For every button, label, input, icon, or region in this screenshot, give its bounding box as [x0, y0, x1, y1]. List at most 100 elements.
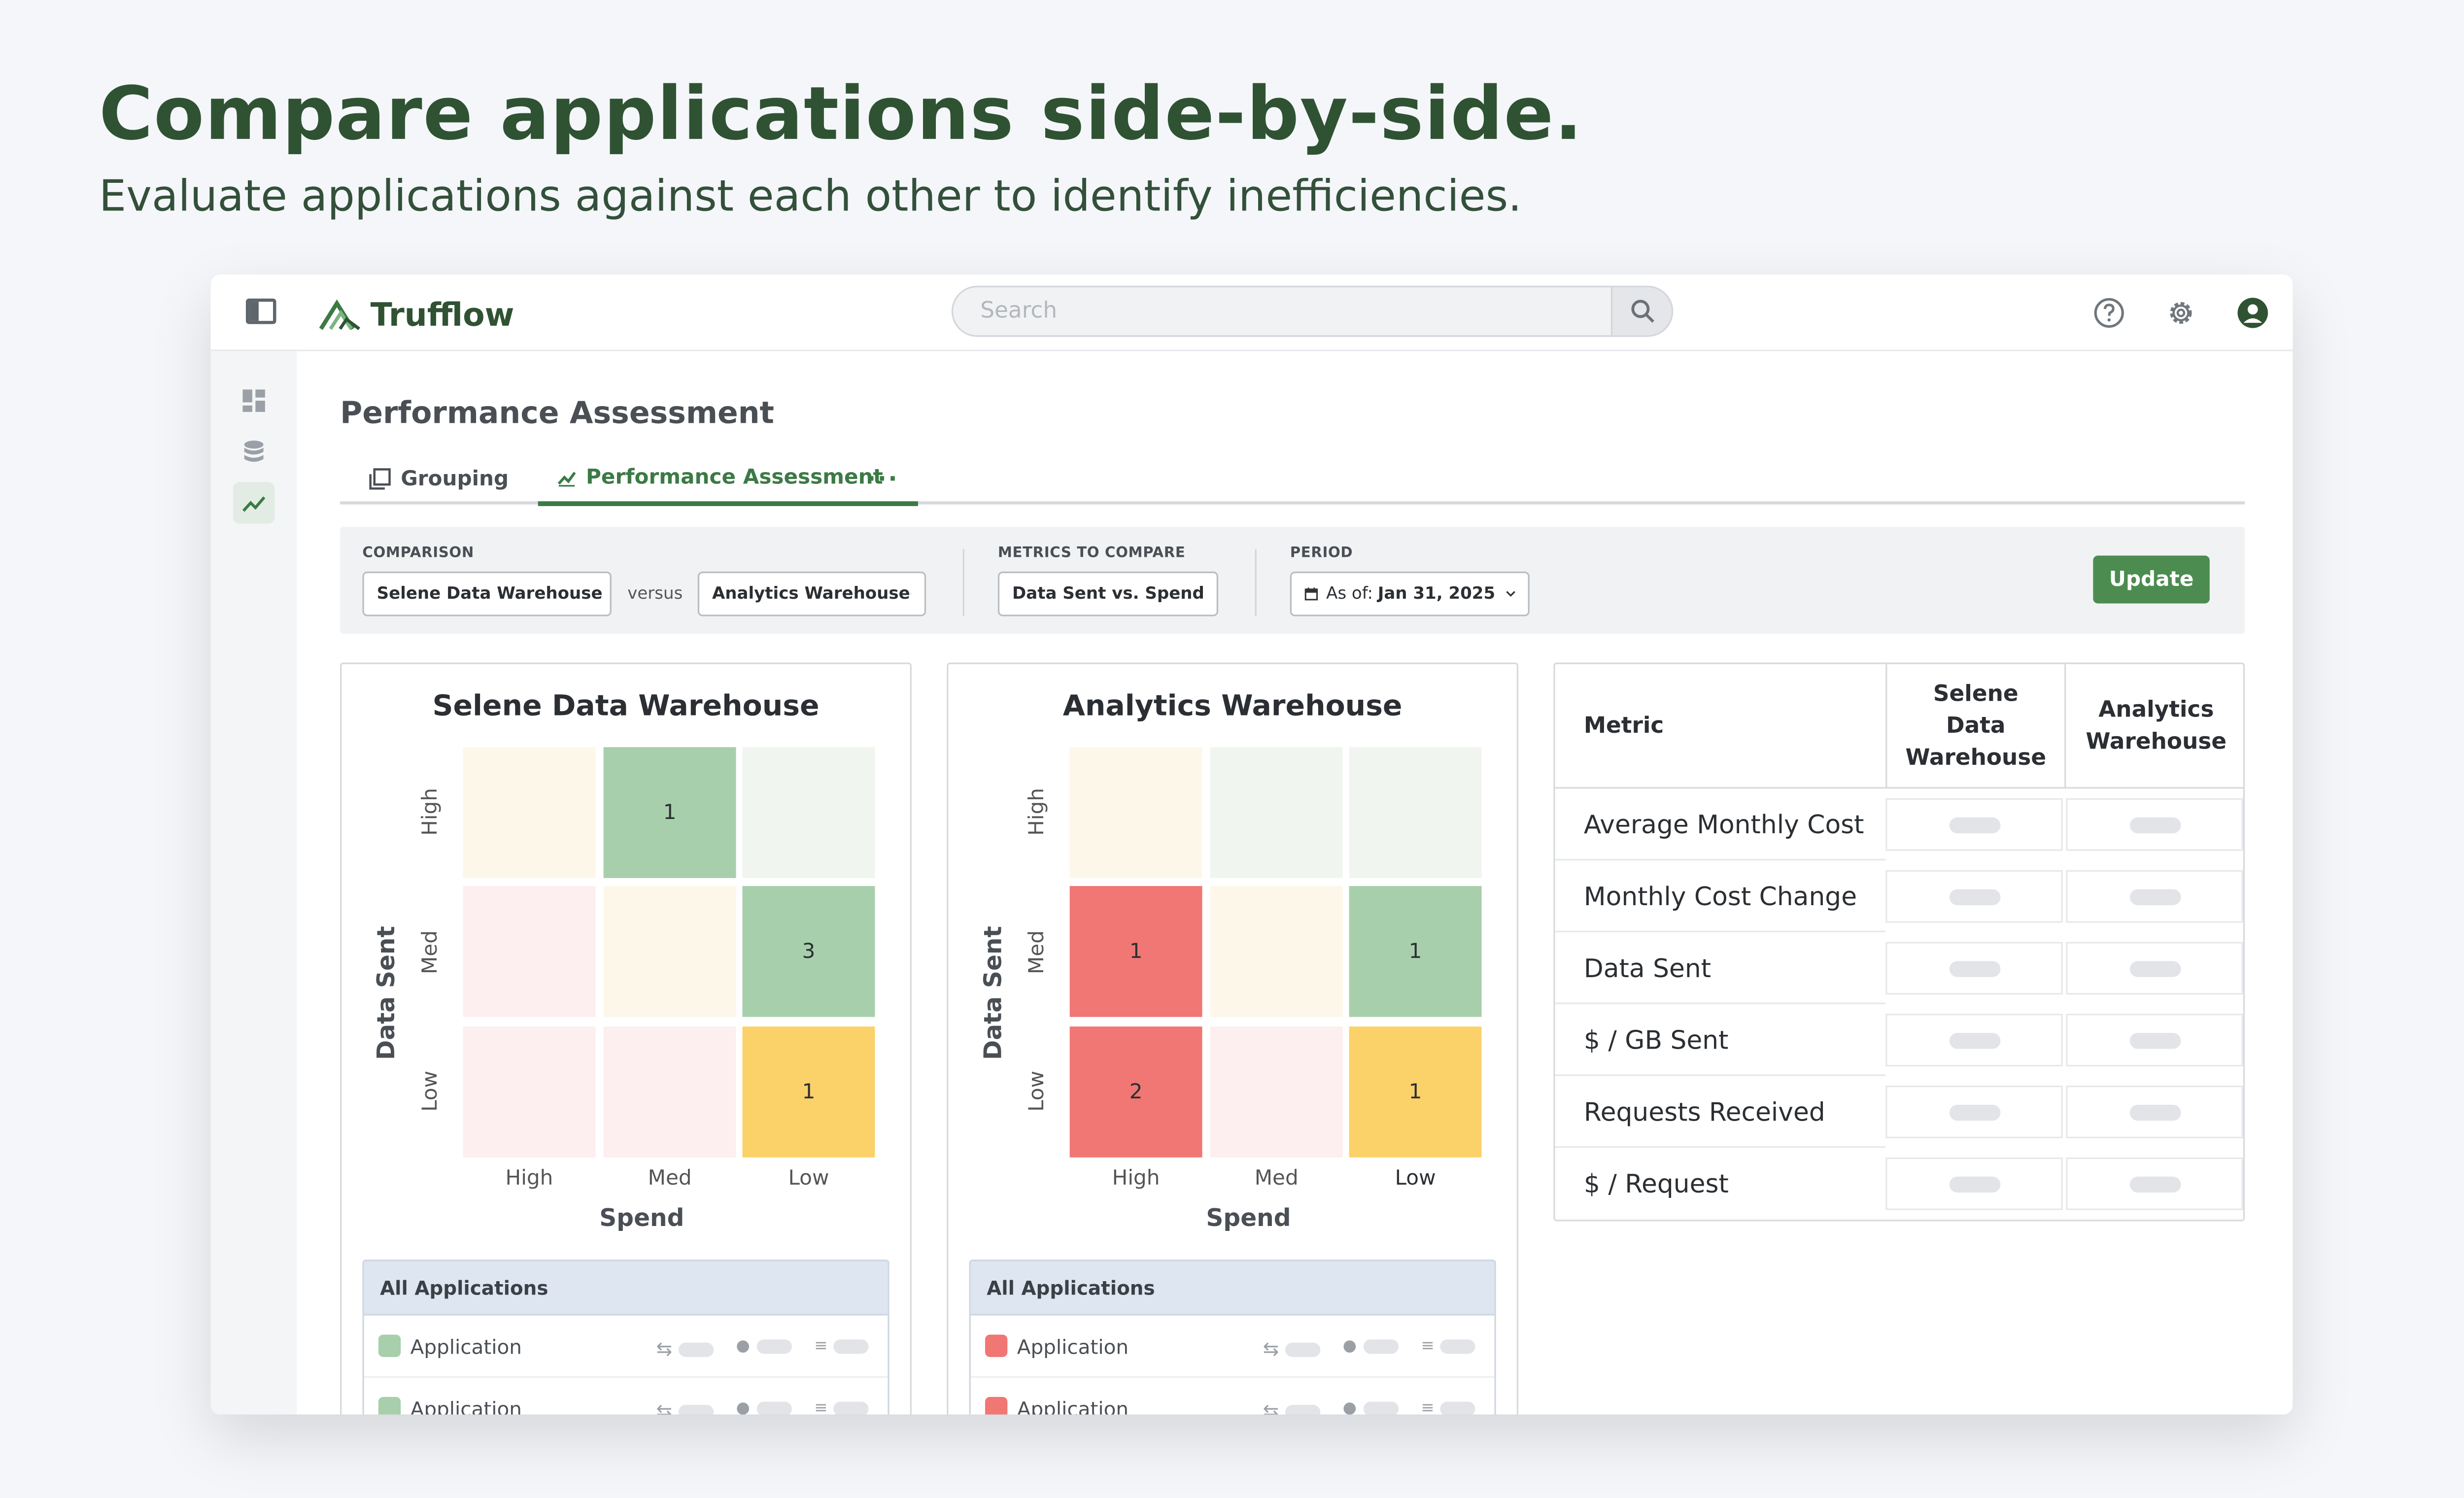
period-prefix: As of: — [1326, 584, 1373, 604]
divider — [1255, 549, 1257, 616]
y-axis-label: Data Sent — [978, 926, 1008, 1060]
x-tick-label: Med — [1254, 1167, 1299, 1191]
metric-value-cell — [2066, 798, 2243, 851]
placeholder-pill — [2129, 817, 2180, 833]
divider — [962, 549, 964, 616]
money-bag-icon: ● — [736, 1337, 750, 1356]
application-name: Application — [410, 1333, 522, 1358]
nav-dashboard[interactable] — [233, 380, 274, 421]
placeholder-pill — [1285, 1404, 1321, 1415]
settings-button[interactable] — [2162, 294, 2200, 332]
transfer-stat: ⇆ — [1263, 1338, 1321, 1360]
matrix-cell[interactable] — [1210, 886, 1343, 1017]
y-axis-label: Data Sent — [372, 926, 401, 1060]
applications-header: All Applications — [970, 1261, 1495, 1316]
matrix-cell[interactable]: 3 — [742, 886, 875, 1017]
versus-label: versus — [627, 584, 683, 604]
placeholder-pill — [1949, 1104, 2000, 1120]
application-row[interactable]: Application ⇆ ● ≡ — [364, 1316, 888, 1378]
main-content: Performance Assessment Grouping Performa… — [297, 351, 2293, 1415]
placeholder-pill — [2129, 1104, 2180, 1120]
x-axis-label: Spend — [599, 1203, 684, 1233]
x-tick-label: Med — [648, 1167, 692, 1191]
placeholder-pill — [1949, 960, 2000, 977]
matrix-cell[interactable] — [1210, 747, 1343, 878]
filter-bar: COMPARISON Selene Data Warehouse versus … — [340, 527, 2245, 634]
help-button[interactable] — [2090, 294, 2128, 332]
application-row[interactable]: Application ⇆ ● ≡ — [971, 1378, 1495, 1415]
tab-performance-assessment[interactable]: Performance Assessment ··· — [538, 453, 918, 507]
trend-icon — [242, 496, 266, 512]
analytics-column-header: Analytics Warehouse — [2064, 664, 2243, 789]
money-bag-icon: ● — [1342, 1337, 1357, 1356]
placeholder-pill — [1949, 888, 2000, 905]
comparison-a-select[interactable]: Selene Data Warehouse — [362, 571, 612, 616]
matrix-cell[interactable] — [1349, 747, 1482, 878]
placeholder-pill — [756, 1339, 792, 1354]
search-box — [951, 285, 1674, 337]
matrix-cell[interactable] — [742, 747, 875, 878]
logo[interactable]: Trufflow — [319, 295, 514, 334]
placeholder-pill — [2129, 1176, 2180, 1192]
matrix-cell[interactable]: 1 — [603, 747, 736, 878]
comparison-b-select[interactable]: Analytics Warehouse — [697, 571, 926, 616]
matrix-cell[interactable] — [463, 747, 596, 878]
application-row[interactable]: Application ⇆ ● ≡ — [364, 1378, 888, 1415]
placeholder-pill — [1363, 1339, 1399, 1354]
metric-value-cell — [2066, 1014, 2243, 1067]
matrix-cell[interactable] — [463, 1026, 596, 1158]
matrix-cell[interactable] — [603, 886, 736, 1017]
nav-database[interactable] — [233, 431, 274, 473]
database-icon — [244, 441, 264, 462]
metric-value-cell — [1885, 798, 2063, 851]
matrix-card-analytics: Analytics Warehouse Data Sent High Med L… — [947, 662, 1519, 1415]
trend-icon — [557, 472, 576, 487]
account-button[interactable] — [2233, 294, 2272, 332]
search-input[interactable] — [953, 287, 1611, 336]
matrix-cell[interactable] — [463, 886, 596, 1017]
database-icon: ≡ — [814, 1400, 828, 1415]
matrix-cell[interactable] — [1069, 747, 1202, 878]
matrix-cell[interactable]: 1 — [1349, 886, 1482, 1017]
transfer-icon: ⇆ — [656, 1337, 673, 1361]
metric-value-cell — [2066, 870, 2243, 923]
metric-row-label: $ / GB Sent — [1555, 1004, 1886, 1076]
database-icon: ≡ — [814, 1337, 828, 1356]
application-name: Application — [1017, 1396, 1129, 1415]
tab-more-button[interactable]: ··· — [866, 464, 899, 494]
placeholder-pill — [679, 1404, 714, 1415]
search-button[interactable] — [1610, 287, 1672, 336]
metric-value-cell — [1885, 1157, 2063, 1210]
matrix-cell[interactable]: 1 — [742, 1026, 875, 1158]
period-select[interactable]: As of: Jan 31, 2025 — [1290, 571, 1530, 616]
placeholder-pill — [679, 1342, 714, 1357]
matrix-cell[interactable]: 1 — [1349, 1026, 1482, 1158]
tab-grouping[interactable]: Grouping — [369, 453, 509, 505]
money-bag-icon: ● — [1342, 1400, 1357, 1415]
cost-stat: ● — [1342, 1400, 1399, 1415]
sidebar-toggle-icon[interactable] — [245, 298, 276, 324]
matrix-cell[interactable]: 2 — [1069, 1026, 1202, 1158]
calendar-icon — [1304, 587, 1318, 601]
update-button[interactable]: Update — [2093, 555, 2210, 604]
x-tick-label: High — [505, 1167, 553, 1191]
transfer-stat: ⇆ — [656, 1400, 714, 1415]
matrix-cell[interactable] — [1210, 1026, 1343, 1158]
placeholder-pill — [834, 1339, 869, 1354]
grouping-icon — [369, 468, 391, 490]
cost-stat: ● — [1343, 1338, 1399, 1356]
top-bar: Trufflow — [210, 274, 2293, 351]
placeholder-pill — [1440, 1401, 1476, 1415]
application-row[interactable]: Application ⇆ ● ≡ — [970, 1316, 1495, 1378]
database-icon: ≡ — [1421, 1400, 1435, 1415]
metric-column-header: Metric — [1555, 664, 1886, 789]
gear-icon — [2170, 302, 2192, 324]
x-tick-label: Low — [788, 1167, 829, 1191]
metric-row-label: Data Sent — [1555, 932, 1886, 1004]
matrix-cell[interactable] — [603, 1026, 736, 1158]
metrics-select[interactable]: Data Sent vs. Spend — [997, 571, 1218, 616]
matrix-cell[interactable]: 1 — [1069, 886, 1202, 1017]
applications-header: All Applications — [364, 1261, 888, 1316]
transfer-icon: ⇆ — [1263, 1337, 1279, 1361]
nav-performance[interactable] — [233, 482, 275, 524]
